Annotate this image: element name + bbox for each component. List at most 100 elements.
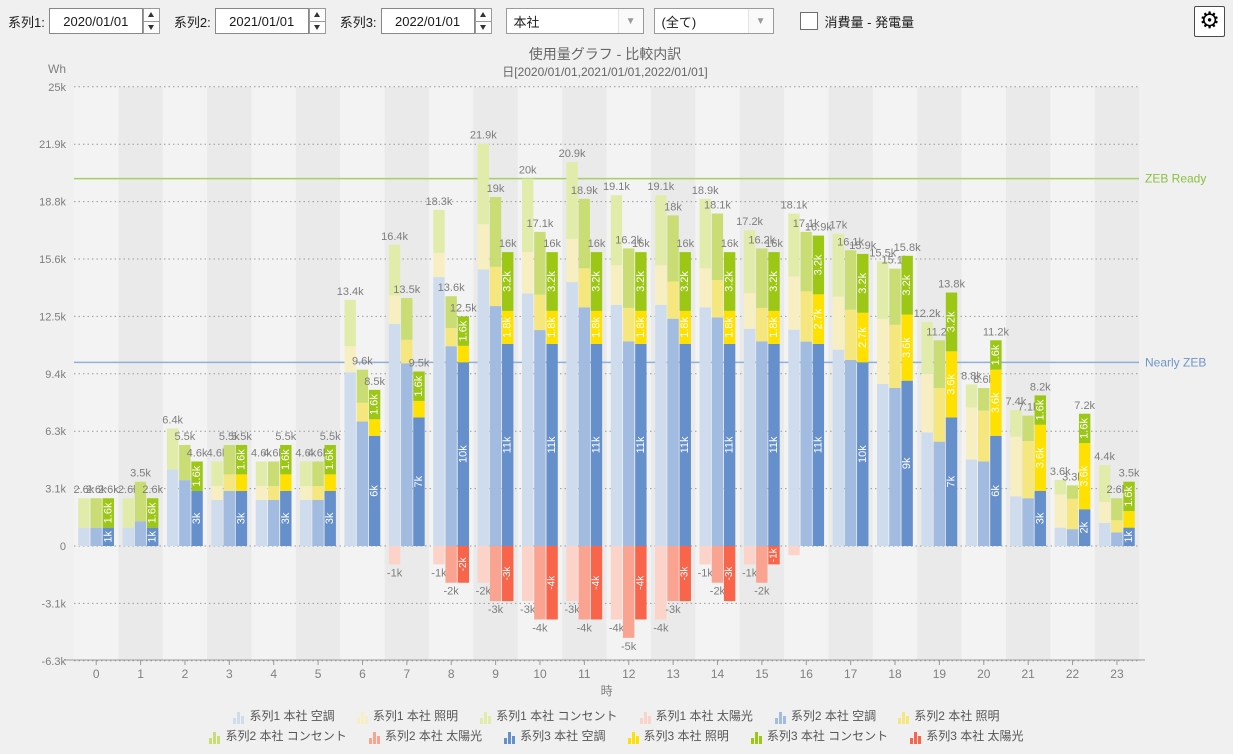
bar-系列3-h6-lighting[interactable] xyxy=(368,419,381,436)
bar-系列2-h8-solar[interactable] xyxy=(445,546,457,583)
bar-系列2-h18-outlet[interactable] xyxy=(889,268,901,325)
bar-系列2-h8-outlet[interactable] xyxy=(445,296,457,329)
bar-系列2-h13-outlet[interactable] xyxy=(667,215,679,282)
bar-系列3-h14-aircon[interactable] xyxy=(723,343,736,546)
bar-系列3-h17-lighting[interactable] xyxy=(857,312,869,363)
bar-系列1-h12-aircon[interactable] xyxy=(610,304,623,546)
bar-系列1-h16-outlet[interactable] xyxy=(788,213,800,277)
bar-系列2-h0-outlet[interactable] xyxy=(90,498,102,528)
bar-系列2-h20-aircon[interactable] xyxy=(978,461,990,546)
bar-系列1-h20-lighting[interactable] xyxy=(965,407,978,460)
bar-系列1-h13-aircon[interactable] xyxy=(655,304,667,546)
series3-spinner-down-button[interactable] xyxy=(474,21,492,34)
bar-系列1-h21-outlet[interactable] xyxy=(1010,410,1022,437)
bar-系列2-h14-solar[interactable] xyxy=(711,546,724,583)
bar-系列1-h22-lighting[interactable] xyxy=(1054,494,1066,528)
bar-系列3-h13-solar[interactable] xyxy=(679,546,691,602)
bar-系列1-h5-lighting[interactable] xyxy=(300,486,312,500)
bar-系列2-h16-outlet[interactable] xyxy=(800,231,812,292)
bar-系列3-h9-lighting[interactable] xyxy=(502,310,514,344)
bar-系列2-h7-aircon[interactable] xyxy=(401,363,413,546)
bar-系列1-h13-outlet[interactable] xyxy=(655,195,667,266)
series3-spinner-up-button[interactable] xyxy=(474,8,492,22)
bar-系列1-h6-aircon[interactable] xyxy=(344,372,356,546)
bar-系列2-h12-aircon[interactable] xyxy=(622,341,635,546)
bar-系列1-h15-lighting[interactable] xyxy=(743,293,756,329)
bar-系列2-h10-aircon[interactable] xyxy=(534,330,546,546)
bar-系列2-h11-outlet[interactable] xyxy=(578,198,590,269)
bar-系列3-h4-aircon[interactable] xyxy=(280,490,292,546)
bar-系列2-h15-outlet[interactable] xyxy=(756,248,768,308)
bar-系列1-h11-outlet[interactable] xyxy=(566,162,578,239)
bar-系列2-h16-lighting[interactable] xyxy=(800,291,812,342)
bar-系列1-h19-lighting[interactable] xyxy=(921,373,933,433)
bar-系列1-h7-aircon[interactable] xyxy=(388,324,401,546)
bar-系列2-h23-outlet[interactable] xyxy=(1111,498,1123,521)
bar-系列2-h13-lighting[interactable] xyxy=(667,281,679,319)
bar-系列2-h19-outlet[interactable] xyxy=(933,340,946,388)
bar-系列1-h3-lighting[interactable] xyxy=(211,486,223,500)
bar-系列3-h9-aircon[interactable] xyxy=(502,343,514,546)
bar-系列3-h16-aircon[interactable] xyxy=(812,343,825,546)
bar-系列2-h11-lighting[interactable] xyxy=(578,268,590,308)
bar-系列2-h23-lighting[interactable] xyxy=(1111,520,1123,533)
bar-系列2-h2-aircon[interactable] xyxy=(179,480,191,546)
bar-系列2-h22-aircon[interactable] xyxy=(1066,529,1079,546)
legend-item[interactable]: 系列1 本社 コンセント xyxy=(480,707,618,724)
bar-系列2-h22-lighting[interactable] xyxy=(1066,498,1079,530)
bar-系列1-h18-aircon[interactable] xyxy=(877,383,889,546)
bar-系列3-h13-aircon[interactable] xyxy=(679,343,691,546)
bar-系列3-h13-lighting[interactable] xyxy=(679,310,691,344)
bar-系列2-h8-aircon[interactable] xyxy=(445,346,457,546)
bar-系列3-h9-solar[interactable] xyxy=(502,546,514,602)
bar-系列1-h12-lighting[interactable] xyxy=(610,265,623,305)
bar-系列2-h12-lighting[interactable] xyxy=(622,307,635,342)
bar-系列2-h0-aircon[interactable] xyxy=(90,527,102,546)
legend-item[interactable]: 系列2 本社 照明 xyxy=(898,707,1000,724)
bar-系列3-h5-aircon[interactable] xyxy=(324,490,336,546)
bar-系列2-h9-outlet[interactable] xyxy=(489,197,502,267)
series1-date-input[interactable]: 2020/01/01 xyxy=(48,8,143,34)
bar-系列3-h21-lighting[interactable] xyxy=(1034,424,1046,491)
bar-系列3-h3-lighting[interactable] xyxy=(235,474,248,491)
bar-系列2-h8-lighting[interactable] xyxy=(445,328,457,347)
bar-系列2-h11-solar[interactable] xyxy=(578,546,590,620)
bar-系列1-h21-aircon[interactable] xyxy=(1010,496,1022,546)
bar-系列1-h4-lighting[interactable] xyxy=(255,486,268,500)
bar-系列1-h18-lighting[interactable] xyxy=(877,318,889,384)
bar-系列1-h22-outlet[interactable] xyxy=(1054,479,1066,495)
bar-系列3-h23-outlet[interactable] xyxy=(1123,481,1135,512)
legend-item[interactable]: 系列3 本社 照明 xyxy=(627,727,729,744)
bar-系列1-h12-outlet[interactable] xyxy=(610,195,623,266)
bar-系列3-h3-outlet[interactable] xyxy=(235,444,248,475)
bar-系列3-h23-aircon[interactable] xyxy=(1123,527,1135,546)
bar-系列1-h16-lighting[interactable] xyxy=(788,276,800,330)
series2-spinner-down-button[interactable] xyxy=(308,21,326,34)
bar-系列2-h14-aircon[interactable] xyxy=(711,317,724,546)
bar-系列2-h9-solar[interactable] xyxy=(489,546,502,602)
bar-系列1-h14-aircon[interactable] xyxy=(699,307,711,546)
bar-系列1-h18-outlet[interactable] xyxy=(877,261,889,319)
bar-系列1-h10-aircon[interactable] xyxy=(522,293,534,546)
bar-系列3-h22-aircon[interactable] xyxy=(1078,509,1091,546)
bar-系列3-h2-aircon[interactable] xyxy=(191,490,203,546)
bar-系列2-h14-lighting[interactable] xyxy=(711,280,724,318)
bar-系列2-h1-outlet[interactable] xyxy=(134,481,147,522)
bar-系列1-h17-lighting[interactable] xyxy=(832,296,845,350)
series2-date-input[interactable]: 2021/01/01 xyxy=(214,8,309,34)
bar-系列2-h20-outlet[interactable] xyxy=(978,388,990,411)
legend-item[interactable]: 系列1 本社 太陽光 xyxy=(639,707,753,724)
bar-系列1-h7-outlet[interactable] xyxy=(388,244,401,296)
bar-系列3-h0-outlet[interactable] xyxy=(102,498,114,528)
bar-系列3-h16-outlet[interactable] xyxy=(812,235,825,295)
bar-系列1-h4-outlet[interactable] xyxy=(255,461,268,487)
bar-系列1-h13-lighting[interactable] xyxy=(655,265,667,305)
bar-系列3-h10-outlet[interactable] xyxy=(546,252,558,311)
bar-系列1-h23-outlet[interactable] xyxy=(1098,465,1111,503)
bar-系列2-h21-outlet[interactable] xyxy=(1022,415,1034,442)
bar-系列1-h11-solar[interactable] xyxy=(566,546,578,602)
bar-系列3-h8-solar[interactable] xyxy=(457,546,470,583)
bar-系列2-h3-outlet[interactable] xyxy=(223,444,235,475)
bar-系列1-h20-outlet[interactable] xyxy=(965,384,978,408)
bar-系列1-h6-lighting[interactable] xyxy=(344,346,356,373)
